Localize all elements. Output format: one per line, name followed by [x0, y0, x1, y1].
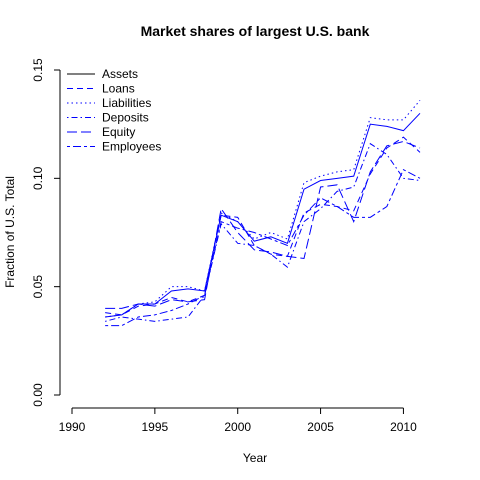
chart-title: Market shares of largest U.S. bank — [141, 23, 370, 39]
x-axis-label: Year — [243, 451, 267, 465]
legend-label-equity: Equity — [102, 125, 135, 139]
y-tick-label: 0.05 — [31, 275, 45, 299]
series-line-assets — [105, 112, 421, 318]
legend-label-loans: Loans — [102, 82, 135, 96]
legend-label-employees: Employees — [102, 140, 161, 154]
y-axis-label: Fraction of U.S. Total — [3, 176, 17, 288]
y-tick-label: 0.15 — [31, 58, 45, 82]
y-tick-label: 0.00 — [31, 383, 45, 407]
y-tick-label: 0.10 — [31, 166, 45, 190]
series-line-liabilities — [105, 100, 421, 318]
series-layer — [105, 100, 421, 327]
x-tick-label: 1995 — [142, 420, 169, 434]
series-line-loans — [105, 136, 421, 316]
legend: AssetsLoansLiabilitiesDepositsEquityEmpl… — [67, 67, 161, 154]
series-line-deposits — [105, 142, 421, 322]
x-tick-label: 2005 — [307, 420, 334, 434]
legend-label-assets: Assets — [102, 67, 138, 81]
axes: 1990 1995 2000 2005 2010 0.00 0.05 0.10 0.15 — [31, 58, 417, 434]
x-tick-label: 2010 — [390, 420, 417, 434]
x-tick-label: 2000 — [224, 420, 251, 434]
legend-label-liabilities: Liabilities — [102, 96, 151, 110]
x-tick-label: 1990 — [59, 420, 86, 434]
legend-label-deposits: Deposits — [102, 111, 149, 125]
series-line-equity — [105, 140, 421, 309]
